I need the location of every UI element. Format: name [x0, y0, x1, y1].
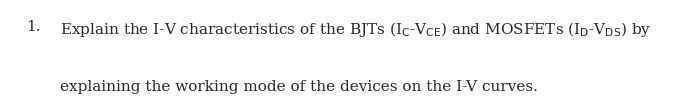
Text: explaining the working mode of the devices on the I-V curves.: explaining the working mode of the devic…	[60, 80, 538, 94]
Text: 1.: 1.	[27, 20, 41, 34]
Text: Explain the I-V characteristics of the BJTs (I$_\mathrm{C}$-V$_\mathrm{CE}$) and: Explain the I-V characteristics of the B…	[60, 20, 651, 39]
